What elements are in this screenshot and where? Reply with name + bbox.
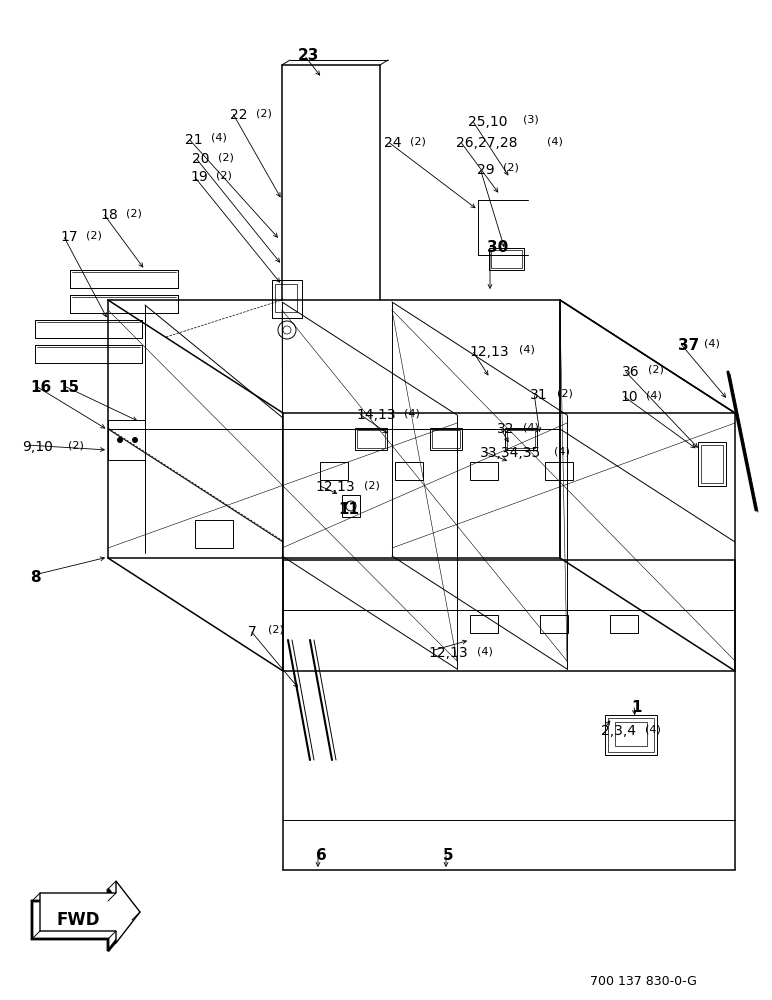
- Bar: [491, 250, 522, 268]
- Text: 1: 1: [631, 700, 642, 715]
- Text: 26,27,28: 26,27,28: [456, 136, 517, 150]
- Bar: [615, 722, 647, 746]
- Text: 700 137 830-0-G: 700 137 830-0-G: [590, 975, 697, 988]
- Bar: [505, 428, 537, 450]
- Text: (2): (2): [256, 108, 272, 118]
- Text: 9,10: 9,10: [22, 440, 52, 454]
- Text: 23: 23: [298, 48, 320, 63]
- Text: 10: 10: [620, 390, 638, 404]
- Text: 37: 37: [678, 338, 699, 353]
- Text: (2): (2): [126, 208, 142, 218]
- Text: 22: 22: [230, 108, 248, 122]
- Text: 7: 7: [248, 625, 257, 639]
- Text: (2): (2): [68, 440, 84, 450]
- Text: (4): (4): [547, 136, 563, 146]
- Text: (2): (2): [364, 480, 380, 490]
- Text: 2,3,4: 2,3,4: [601, 724, 636, 738]
- Bar: [357, 430, 385, 448]
- Text: 12,13: 12,13: [469, 345, 509, 359]
- Text: (3): (3): [523, 115, 539, 125]
- Text: 19: 19: [190, 170, 208, 184]
- Bar: [432, 430, 460, 448]
- Bar: [610, 615, 638, 633]
- Text: (4): (4): [211, 133, 227, 143]
- Text: 31: 31: [530, 388, 547, 402]
- Text: (4): (4): [646, 390, 662, 400]
- Bar: [195, 520, 233, 548]
- Text: 12,13: 12,13: [315, 480, 354, 494]
- Bar: [395, 462, 423, 480]
- Text: 17: 17: [60, 230, 78, 244]
- Bar: [355, 428, 387, 450]
- Bar: [272, 280, 302, 318]
- Circle shape: [117, 437, 123, 443]
- Bar: [507, 430, 535, 448]
- Bar: [489, 248, 524, 270]
- Bar: [545, 462, 573, 480]
- Text: 14,13: 14,13: [356, 408, 395, 422]
- Text: 32: 32: [497, 422, 514, 436]
- Text: 5: 5: [443, 848, 454, 863]
- Bar: [608, 718, 654, 752]
- Text: (4): (4): [523, 422, 539, 432]
- Text: 16: 16: [30, 380, 51, 395]
- Circle shape: [132, 437, 138, 443]
- Text: FWD: FWD: [56, 911, 100, 929]
- Text: (4): (4): [645, 724, 661, 734]
- Bar: [470, 462, 498, 480]
- Text: (2): (2): [648, 365, 664, 375]
- Text: 30: 30: [487, 240, 508, 255]
- Text: 8: 8: [30, 570, 41, 585]
- Text: (2): (2): [218, 152, 234, 162]
- Bar: [540, 615, 568, 633]
- Text: (4): (4): [554, 446, 570, 456]
- Text: 12,13: 12,13: [428, 646, 468, 660]
- Text: (2): (2): [410, 136, 426, 146]
- Text: (2): (2): [86, 230, 102, 240]
- Bar: [698, 442, 726, 486]
- Text: (4): (4): [404, 408, 420, 418]
- Polygon shape: [32, 889, 132, 951]
- Text: (2): (2): [503, 163, 519, 173]
- Bar: [470, 615, 498, 633]
- Text: (4): (4): [704, 338, 720, 348]
- Text: 11: 11: [338, 502, 359, 517]
- Text: (2): (2): [557, 388, 573, 398]
- Bar: [275, 284, 297, 312]
- Text: 6: 6: [316, 848, 327, 863]
- Text: 24: 24: [384, 136, 401, 150]
- Text: 20: 20: [192, 152, 209, 166]
- Bar: [605, 715, 657, 755]
- Text: 21: 21: [185, 133, 202, 147]
- Text: (2): (2): [216, 170, 232, 180]
- Text: 33,34,35: 33,34,35: [480, 446, 541, 460]
- Bar: [320, 462, 348, 480]
- Text: 15: 15: [58, 380, 79, 395]
- Text: (4): (4): [477, 646, 493, 656]
- Text: 25,10: 25,10: [468, 115, 507, 129]
- Bar: [430, 428, 462, 450]
- Polygon shape: [40, 881, 140, 943]
- Text: 29: 29: [477, 163, 495, 177]
- Text: 18: 18: [100, 208, 118, 222]
- Text: (4): (4): [519, 345, 535, 355]
- Text: (2): (2): [268, 625, 284, 635]
- Text: 36: 36: [622, 365, 640, 379]
- Bar: [342, 495, 360, 517]
- Bar: [701, 445, 723, 483]
